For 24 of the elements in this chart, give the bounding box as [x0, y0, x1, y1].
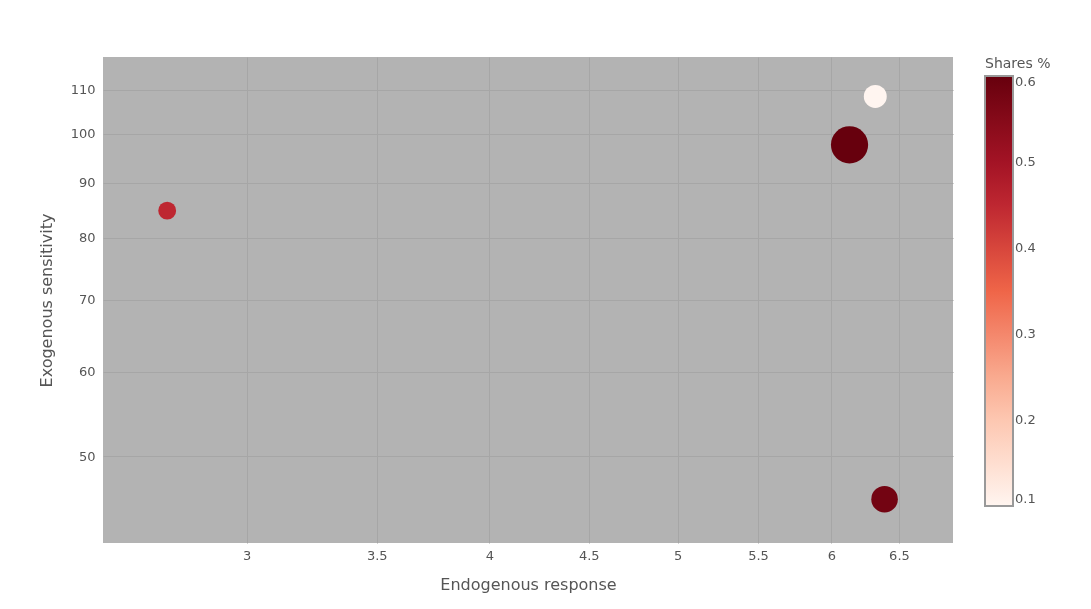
y-tick-label: 60 — [78, 364, 96, 380]
y-tick-label: 70 — [78, 292, 96, 308]
color-bar-label: 0.2 — [1015, 412, 1036, 427]
x-tick-label: 6.5 — [889, 547, 910, 563]
color-bar-title: Shares % — [985, 55, 1051, 71]
y-tick-label: 50 — [78, 448, 96, 464]
x-tick-label: 4.5 — [578, 547, 600, 563]
color-bar-label: 0.4 — [1015, 240, 1036, 255]
x-tick-label: 6 — [827, 547, 837, 563]
x-tick-label: 4 — [485, 547, 495, 563]
x-tick-label: 3 — [243, 547, 252, 563]
y-tick-label: 90 — [78, 175, 96, 191]
x-tick-label: 5 — [674, 547, 683, 563]
color-bar-label: 0.3 — [1015, 326, 1036, 341]
color-bar-label: 0.1 — [1015, 491, 1036, 506]
color-bar-label: 0.5 — [1015, 154, 1036, 169]
x-tick-label: 5.5 — [748, 547, 769, 563]
y-tick-label: 110 — [70, 82, 96, 98]
color-bar-label: 0.6 — [1015, 74, 1036, 89]
x-axis-title: Endogenous response — [440, 574, 617, 594]
x-tick-label: 3.5 — [366, 547, 388, 563]
y-axis-title: Exogenous sensitivity — [36, 213, 56, 388]
y-tick-label: 100 — [70, 126, 96, 142]
y-tick-label: 80 — [78, 230, 96, 246]
